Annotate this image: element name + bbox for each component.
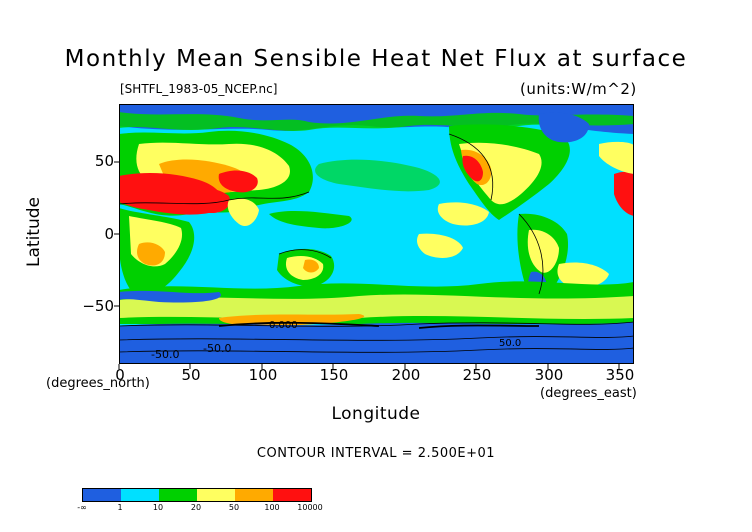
southern-blue-bands <box>119 290 221 303</box>
plot-title: Monthly Mean Sensible Heat Net Flux at s… <box>64 46 688 72</box>
contour-label-zero: 0.000 <box>269 320 298 331</box>
x-unit-label: (degrees_east) <box>540 386 637 401</box>
samerica-yellow <box>527 229 559 273</box>
colorbar-swatch-2 <box>121 489 159 501</box>
colorbar-label-20: 20 <box>190 503 202 512</box>
file-label: [SHTFL_1983-05_NCEP.nc] <box>120 82 278 96</box>
colorbar-swatch-1 <box>83 489 121 501</box>
flux-map: -50.0 -50.0 0.000 50.0 <box>118 104 635 364</box>
antarctic-coast-line <box>218 321 540 329</box>
europe-east-red <box>614 171 634 216</box>
lat-tick-0: 0 <box>104 225 114 243</box>
contour-label-50: 50.0 <box>499 338 521 349</box>
colorbar-label-10: 10 <box>152 503 164 512</box>
colorbar-label-10000: 10000 <box>297 503 323 512</box>
trop-yellow-1 <box>437 202 489 226</box>
greenland-blue <box>538 112 589 143</box>
trop-yellow-3 <box>417 233 463 258</box>
lon-tick-200: 200 <box>391 366 421 384</box>
arabia-red <box>179 187 230 214</box>
lon-tick-0: 0 <box>115 366 125 384</box>
contour-label-neg50-a: -50.0 <box>151 348 179 361</box>
colorbar-swatch-3 <box>159 489 197 501</box>
contour-line-7 <box>518 213 544 295</box>
lat-tick-50: 50 <box>94 152 114 170</box>
indo-green <box>269 210 352 229</box>
colorbar-label-neg-inf: -∞ <box>77 503 87 512</box>
namerica-red <box>462 155 483 182</box>
contour-line-5 <box>118 335 635 341</box>
lon-tick-150: 150 <box>319 366 349 384</box>
asia-red <box>218 170 258 193</box>
colorbar-label-100: 100 <box>264 503 280 512</box>
contour-label-neg50-b: -50.0 <box>203 342 231 355</box>
india-yellow <box>227 198 259 227</box>
africa-orange <box>137 242 165 266</box>
colorbar-swatch-6 <box>273 489 311 501</box>
lon-tick-350: 350 <box>605 366 635 384</box>
flux-map-svg: -50.0 -50.0 0.000 50.0 <box>118 104 635 364</box>
contour-line-1 <box>118 191 310 205</box>
lon-tick-50: 50 <box>181 366 201 384</box>
antarctica-blue <box>119 322 634 364</box>
colorbar-label-1: 1 <box>117 503 123 512</box>
europe-east-yellow <box>599 141 634 174</box>
lat-tick-neg50: −50 <box>82 297 114 315</box>
southern-yellow <box>119 294 634 320</box>
colorbar-label-50: 50 <box>228 503 240 512</box>
colorbar <box>82 488 312 502</box>
contour-interval-text: CONTOUR INTERVAL = 2.500E+01 <box>256 446 496 461</box>
trop-yellow-2 <box>557 262 609 288</box>
colorbar-swatch-4 <box>197 489 235 501</box>
lon-tick-100: 100 <box>248 366 278 384</box>
y-unit-label: (degrees_north) <box>46 376 150 391</box>
contour-line-2 <box>448 133 493 201</box>
contour-line-3 <box>278 249 332 259</box>
colorbar-swatch-5 <box>235 489 273 501</box>
map-frame <box>119 104 634 364</box>
lon-tick-250: 250 <box>462 366 492 384</box>
contour-line-6 <box>118 347 635 353</box>
contour-line-4 <box>118 321 635 327</box>
units-label: (units:W/m^2) <box>520 80 637 98</box>
x-axis-label: Longitude <box>331 404 421 424</box>
antarctic-coast <box>218 321 540 329</box>
pacific-green-n <box>315 159 440 192</box>
lon-tick-300: 300 <box>534 366 564 384</box>
contour-lines <box>118 133 635 353</box>
australia-orange <box>303 259 319 273</box>
